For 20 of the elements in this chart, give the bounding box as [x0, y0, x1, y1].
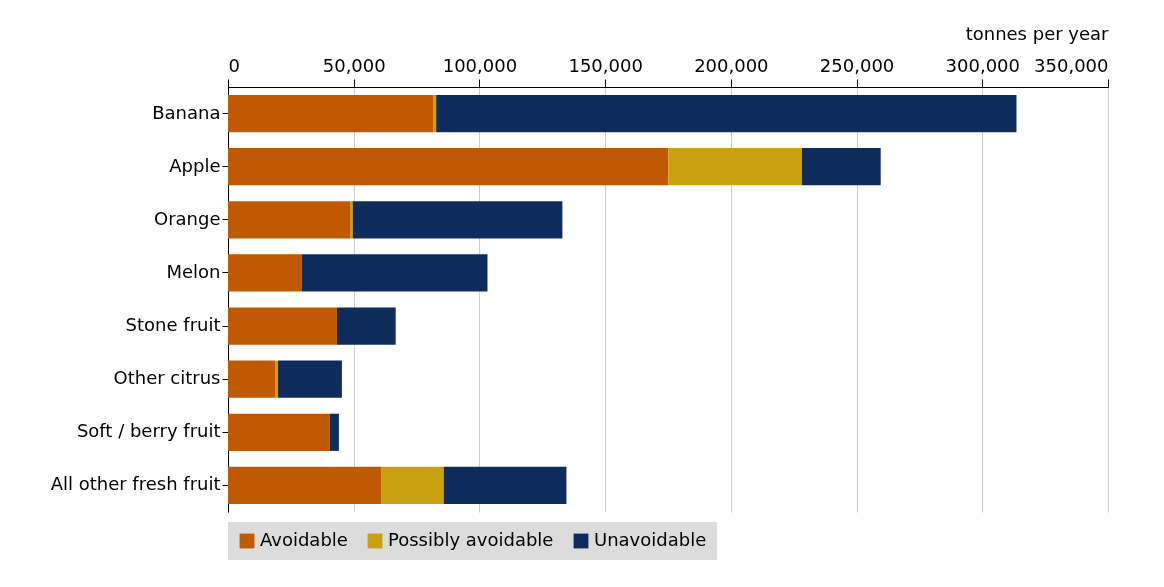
legend-label: Unavoidable — [594, 529, 707, 550]
x-tick-label: 100,000 — [442, 54, 518, 76]
x-tick-label: 200,000 — [694, 54, 769, 76]
x-tick-label: 50,000 — [322, 54, 386, 76]
y-tick-label: Banana — [152, 101, 221, 123]
legend-label: Possibly avoidable — [388, 529, 554, 550]
x-tick-label: 300,000 — [945, 54, 1020, 76]
x-axis-title: tonnes per year — [965, 22, 1110, 44]
y-tick-label: Apple — [169, 154, 221, 176]
y-tick-label: All other fresh fruit — [50, 473, 221, 495]
x-tick-label: 250,000 — [819, 54, 895, 76]
y-tick-label: Melon — [166, 260, 221, 282]
x-tick-label: 150,000 — [568, 54, 643, 76]
legend-label: Avoidable — [260, 529, 348, 550]
x-tick-label: 350,000 — [1034, 54, 1109, 76]
y-tick-label: Other citrus — [113, 367, 221, 389]
y-tick-label: Orange — [153, 207, 221, 229]
x-tick-label: 0 — [228, 54, 240, 76]
y-tick-label: Stone fruit — [125, 314, 221, 336]
y-tick-label: Soft / berry fruit — [76, 420, 221, 442]
